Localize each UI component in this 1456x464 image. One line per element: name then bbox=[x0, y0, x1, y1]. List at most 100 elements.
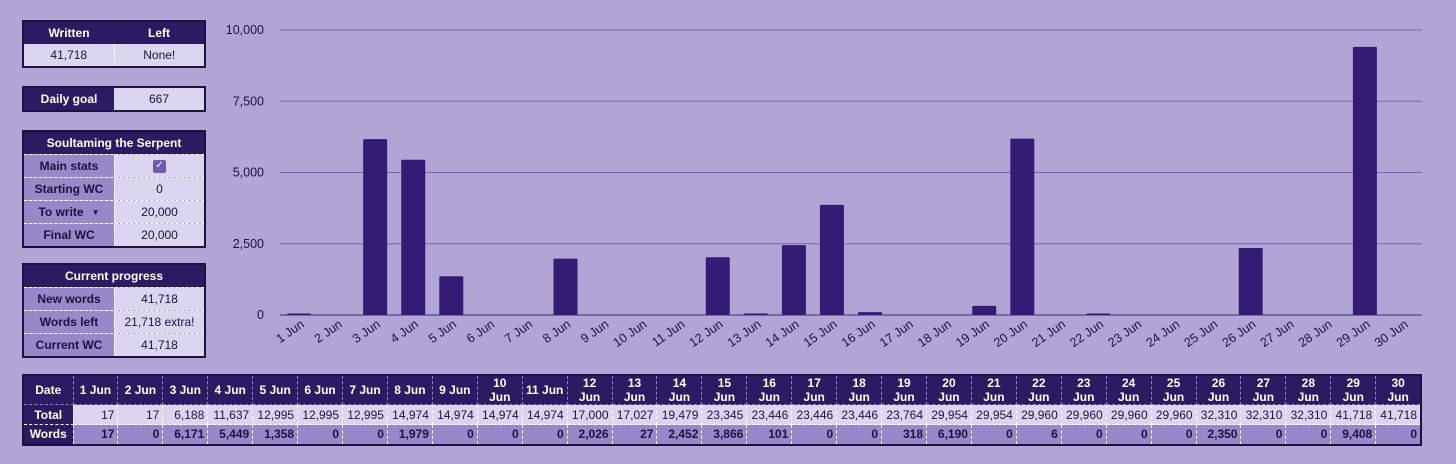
table-total-cell[interactable]: 32,310 bbox=[1195, 404, 1242, 425]
table-total-cell[interactable]: 29,960 bbox=[1060, 404, 1107, 425]
table-date-cell: 20 Jun bbox=[926, 374, 972, 405]
table-words-cell[interactable]: 0 bbox=[1105, 424, 1152, 445]
bar[interactable] bbox=[363, 139, 388, 315]
bar[interactable] bbox=[1010, 138, 1035, 315]
main-stats-checkbox[interactable]: ✓ bbox=[153, 159, 166, 173]
table-total-cell[interactable]: 19,479 bbox=[656, 404, 703, 425]
x-tick-label: 15 Jun bbox=[801, 317, 840, 350]
table-words-cell[interactable]: 5,449 bbox=[207, 424, 254, 445]
table-words-cell[interactable]: 0 bbox=[791, 424, 838, 445]
final-wc-value[interactable]: 20,000 bbox=[114, 224, 204, 246]
table-total-cell[interactable]: 29,960 bbox=[1150, 404, 1197, 425]
table-words-cell[interactable]: 2,452 bbox=[656, 424, 703, 445]
bar[interactable] bbox=[972, 305, 997, 315]
table-words-cell[interactable]: 0 bbox=[297, 424, 344, 445]
chart-bars bbox=[287, 46, 1377, 316]
bar[interactable] bbox=[401, 159, 426, 315]
table-words-cell[interactable]: 2,026 bbox=[566, 424, 613, 445]
table-words-cell[interactable]: 0 bbox=[1150, 424, 1197, 445]
table-total-cell[interactable]: 23,446 bbox=[791, 404, 838, 425]
current-wc-value[interactable]: 41,718 bbox=[114, 334, 204, 356]
table-total-cell[interactable]: 29,960 bbox=[1015, 404, 1062, 425]
table-date-cell: 19 Jun bbox=[881, 374, 928, 405]
table-words-cell[interactable]: 9,408 bbox=[1330, 424, 1377, 445]
table-total-cell[interactable]: 41,718 bbox=[1375, 404, 1422, 425]
table-total-cell[interactable]: 11,637 bbox=[207, 404, 254, 425]
table-total-cell[interactable]: 6,188 bbox=[162, 404, 209, 425]
table-total-cell[interactable]: 29,960 bbox=[1105, 404, 1152, 425]
table-words-cell[interactable]: 0 bbox=[117, 424, 164, 445]
to-write-value[interactable]: 20,000 bbox=[114, 201, 204, 223]
words-left-value[interactable]: 21,718 extra! bbox=[114, 311, 204, 333]
main-stats-row: Main stats ✓ bbox=[24, 154, 204, 177]
table-total-cell[interactable]: 17,000 bbox=[566, 404, 613, 425]
dropdown-arrow-icon[interactable]: ▼ bbox=[91, 207, 100, 217]
new-words-value[interactable]: 41,718 bbox=[114, 288, 204, 310]
table-words-cell[interactable]: 0 bbox=[1240, 424, 1287, 445]
daily-goal-value[interactable]: 667 bbox=[114, 88, 204, 110]
table-words-cell[interactable]: 2,350 bbox=[1195, 424, 1242, 445]
table-total-cell[interactable]: 14,974 bbox=[476, 404, 523, 425]
bar[interactable] bbox=[287, 313, 312, 316]
table-total-cell[interactable]: 14,974 bbox=[431, 404, 478, 425]
bar[interactable] bbox=[1352, 46, 1377, 315]
bar[interactable] bbox=[1238, 248, 1263, 315]
table-date-cell: 14 Jun bbox=[656, 374, 703, 405]
table-total-cell[interactable]: 14,974 bbox=[521, 404, 568, 425]
table-total-cell[interactable]: 23,446 bbox=[836, 404, 883, 425]
table-words-cell[interactable]: 0 bbox=[836, 424, 883, 445]
table-total-cell[interactable]: 12,995 bbox=[297, 404, 344, 425]
table-words-cell[interactable]: 101 bbox=[746, 424, 793, 445]
x-tick-label: 8 Jun bbox=[540, 317, 573, 346]
bar[interactable] bbox=[743, 313, 768, 316]
table-words-cell[interactable]: 0 bbox=[1375, 424, 1422, 445]
table-words-cell[interactable]: 0 bbox=[342, 424, 388, 445]
table-date-cell: 1 Jun bbox=[72, 374, 119, 405]
table-total-cell[interactable]: 23,345 bbox=[701, 404, 748, 425]
starting-wc-value[interactable]: 0 bbox=[114, 178, 204, 200]
table-total-cell[interactable]: 17 bbox=[72, 404, 119, 425]
table-words-cell[interactable]: 6,190 bbox=[926, 424, 972, 445]
table-total-cell[interactable]: 32,310 bbox=[1285, 404, 1332, 425]
table-total-cell[interactable]: 32,310 bbox=[1240, 404, 1287, 425]
table-total-cell[interactable]: 23,446 bbox=[746, 404, 793, 425]
bar[interactable] bbox=[439, 276, 464, 315]
table-words-cell[interactable]: 17 bbox=[72, 424, 119, 445]
bar[interactable] bbox=[705, 257, 730, 315]
written-value[interactable]: 41,718 bbox=[24, 44, 114, 66]
table-words-cell[interactable]: 1,358 bbox=[252, 424, 299, 445]
table-date-cell: 6 Jun bbox=[297, 374, 344, 405]
table-total-cell[interactable]: 17,027 bbox=[611, 404, 658, 425]
left-value[interactable]: None! bbox=[113, 44, 204, 66]
bar[interactable] bbox=[553, 258, 578, 315]
table-total-cell[interactable]: 14,974 bbox=[386, 404, 433, 425]
table-total-cell[interactable]: 29,954 bbox=[926, 404, 972, 425]
bar[interactable] bbox=[858, 312, 883, 315]
table-words-cell[interactable]: 0 bbox=[521, 424, 568, 445]
table-total-cell[interactable]: 29,954 bbox=[970, 404, 1017, 425]
words-row: Words 17 0 6,171 5,449 1,358 0 0 1,979 0 0 0 2,026 2… bbox=[22, 424, 1422, 445]
table-words-cell[interactable]: 3,866 bbox=[701, 424, 748, 445]
table-words-cell[interactable]: 6,171 bbox=[162, 424, 209, 445]
x-tick-label: 24 Jun bbox=[1144, 317, 1183, 350]
table-total-cell[interactable]: 12,995 bbox=[342, 404, 388, 425]
main-stats-cell[interactable]: ✓ bbox=[114, 155, 204, 177]
table-words-cell[interactable]: 0 bbox=[476, 424, 523, 445]
table-words-cell[interactable]: 0 bbox=[1060, 424, 1107, 445]
table-total-cell[interactable]: 12,995 bbox=[252, 404, 299, 425]
table-words-cell[interactable]: 6 bbox=[1015, 424, 1062, 445]
table-words-cell[interactable]: 0 bbox=[1285, 424, 1332, 445]
bar[interactable] bbox=[1086, 313, 1111, 316]
table-words-cell[interactable]: 318 bbox=[881, 424, 928, 445]
to-write-dropdown[interactable]: To write ▼ bbox=[24, 201, 114, 223]
bar[interactable] bbox=[781, 245, 806, 315]
bar[interactable] bbox=[819, 204, 844, 315]
table-date-cell: 18 Jun bbox=[836, 374, 883, 405]
table-words-cell[interactable]: 27 bbox=[611, 424, 658, 445]
table-total-cell[interactable]: 17 bbox=[117, 404, 164, 425]
table-words-cell[interactable]: 1,979 bbox=[386, 424, 433, 445]
table-total-cell[interactable]: 23,764 bbox=[881, 404, 928, 425]
table-total-cell[interactable]: 41,718 bbox=[1330, 404, 1377, 425]
table-words-cell[interactable]: 0 bbox=[431, 424, 478, 445]
table-words-cell[interactable]: 0 bbox=[970, 424, 1017, 445]
